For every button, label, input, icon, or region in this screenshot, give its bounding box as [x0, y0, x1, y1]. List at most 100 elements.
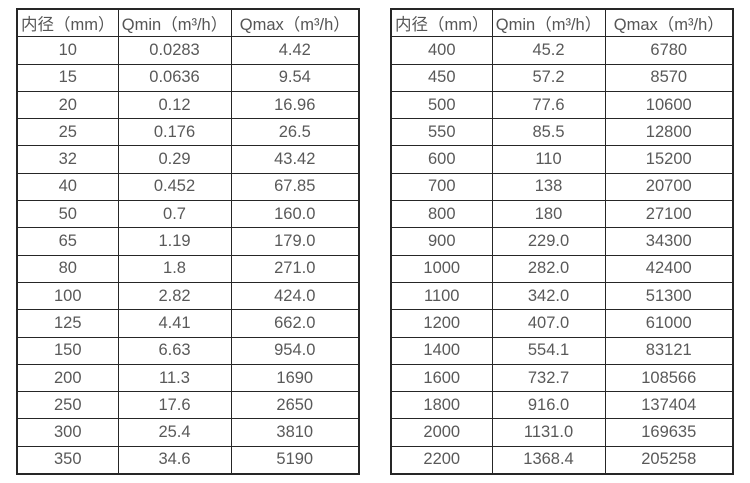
- table-cell: 282.0: [491, 254, 606, 283]
- table-cell: 27100: [604, 200, 734, 229]
- table-row: 600 110 15200: [390, 145, 734, 174]
- table-cell: 700: [390, 172, 493, 202]
- table-row: 350 34.6 5190: [16, 445, 360, 475]
- table-row: 800 180 27100: [390, 200, 734, 229]
- table-cell: 32: [16, 145, 119, 174]
- table-cell: 137404: [604, 391, 734, 420]
- header-row: 内径（mm） Qmin（m³/h） Qmax（m³/h）: [390, 8, 734, 38]
- table-row: 25 0.176 26.5: [16, 118, 360, 147]
- table-cell: 0.176: [117, 118, 232, 147]
- table-cell: 550: [390, 118, 493, 147]
- table-cell: 1368.4: [491, 445, 606, 475]
- table-cell: 160.0: [230, 200, 360, 229]
- table-cell: 1.8: [117, 254, 232, 283]
- table-cell: 11.3: [117, 363, 232, 393]
- table-row: 32 0.29 43.42: [16, 145, 360, 174]
- table-cell: 554.1: [491, 336, 606, 365]
- table-cell: 205258: [604, 445, 734, 475]
- table-row: 50 0.7 160.0: [16, 200, 360, 229]
- table-row: 1100 342.0 51300: [390, 281, 734, 311]
- table-cell: 1400: [390, 336, 493, 365]
- column-header: Qmin（m³/h）: [117, 8, 232, 38]
- table-cell: 138: [491, 172, 606, 202]
- table-cell: 2.82: [117, 281, 232, 311]
- table-cell: 300: [16, 418, 119, 447]
- table-cell: 20: [16, 90, 119, 120]
- table-cell: 4.41: [117, 309, 232, 338]
- table-row: 2200 1368.4 205258: [390, 445, 734, 475]
- table-cell: 15200: [604, 145, 734, 174]
- table-cell: 125: [16, 309, 119, 338]
- table-row: 65 1.19 179.0: [16, 227, 360, 256]
- table-cell: 6.63: [117, 336, 232, 365]
- table-cell: 8570: [604, 63, 734, 92]
- table-row: 400 45.2 6780: [390, 36, 734, 65]
- table-cell: 50: [16, 200, 119, 229]
- table-cell: 20700: [604, 172, 734, 202]
- table-cell: 271.0: [230, 254, 360, 283]
- table-cell: 407.0: [491, 309, 606, 338]
- table-cell: 732.7: [491, 363, 606, 393]
- table-cell: 16.96: [230, 90, 360, 120]
- table-row: 15 0.0636 9.54: [16, 63, 360, 92]
- table-cell: 180: [491, 200, 606, 229]
- header-row: 内径（mm） Qmin（m³/h） Qmax（m³/h）: [16, 8, 360, 38]
- table-cell: 1800: [390, 391, 493, 420]
- table-cell: 1000: [390, 254, 493, 283]
- table-cell: 2650: [230, 391, 360, 420]
- table-cell: 0.29: [117, 145, 232, 174]
- table-row: 200 11.3 1690: [16, 363, 360, 393]
- table-cell: 110: [491, 145, 606, 174]
- table-cell: 83121: [604, 336, 734, 365]
- table-cell: 954.0: [230, 336, 360, 365]
- table-cell: 1200: [390, 309, 493, 338]
- table-cell: 0.0283: [117, 36, 232, 65]
- table-cell: 57.2: [491, 63, 606, 92]
- table-cell: 500: [390, 90, 493, 120]
- table-cell: 17.6: [117, 391, 232, 420]
- table-row: 1800 916.0 137404: [390, 391, 734, 420]
- table-row: 250 17.6 2650: [16, 391, 360, 420]
- table-cell: 25: [16, 118, 119, 147]
- table-cell: 10600: [604, 90, 734, 120]
- table-cell: 65: [16, 227, 119, 256]
- table-row: 1600 732.7 108566: [390, 363, 734, 393]
- table-row: 500 77.6 10600: [390, 90, 734, 120]
- table-cell: 229.0: [491, 227, 606, 256]
- table-cell: 25.4: [117, 418, 232, 447]
- table-cell: 1690: [230, 363, 360, 393]
- column-header: Qmax（m³/h）: [230, 8, 360, 38]
- table-cell: 0.0636: [117, 63, 232, 92]
- table-cell: 2000: [390, 418, 493, 447]
- table-cell: 0.12: [117, 90, 232, 120]
- table-row: 20 0.12 16.96: [16, 90, 360, 120]
- table-row: 450 57.2 8570: [390, 63, 734, 92]
- table-cell: 77.6: [491, 90, 606, 120]
- table-cell: 250: [16, 391, 119, 420]
- table-row: 10 0.0283 4.42: [16, 36, 360, 65]
- table-cell: 6780: [604, 36, 734, 65]
- table-cell: 26.5: [230, 118, 360, 147]
- table-row: 125 4.41 662.0: [16, 309, 360, 338]
- table-cell: 9.54: [230, 63, 360, 92]
- table-cell: 400: [390, 36, 493, 65]
- table-cell: 1600: [390, 363, 493, 393]
- flow-rate-table-large-diameters: 内径（mm） Qmin（m³/h） Qmax（m³/h） 400 45.2 6780 45…: [390, 8, 734, 476]
- table-cell: 34300: [604, 227, 734, 256]
- table-row: 550 85.5 12800: [390, 118, 734, 147]
- table-cell: 169635: [604, 418, 734, 447]
- table-row: 40 0.452 67.85: [16, 172, 360, 202]
- table-cell: 108566: [604, 363, 734, 393]
- table-cell: 3810: [230, 418, 360, 447]
- table-cell: 1100: [390, 281, 493, 311]
- table-cell: 15: [16, 63, 119, 92]
- table-row: 2000 1131.0 169635: [390, 418, 734, 447]
- table-cell: 1.19: [117, 227, 232, 256]
- column-header: Qmin（m³/h）: [491, 8, 606, 38]
- table-cell: 12800: [604, 118, 734, 147]
- table-cell: 800: [390, 200, 493, 229]
- table-cell: 85.5: [491, 118, 606, 147]
- table-row: 150 6.63 954.0: [16, 336, 360, 365]
- table-row: 300 25.4 3810: [16, 418, 360, 447]
